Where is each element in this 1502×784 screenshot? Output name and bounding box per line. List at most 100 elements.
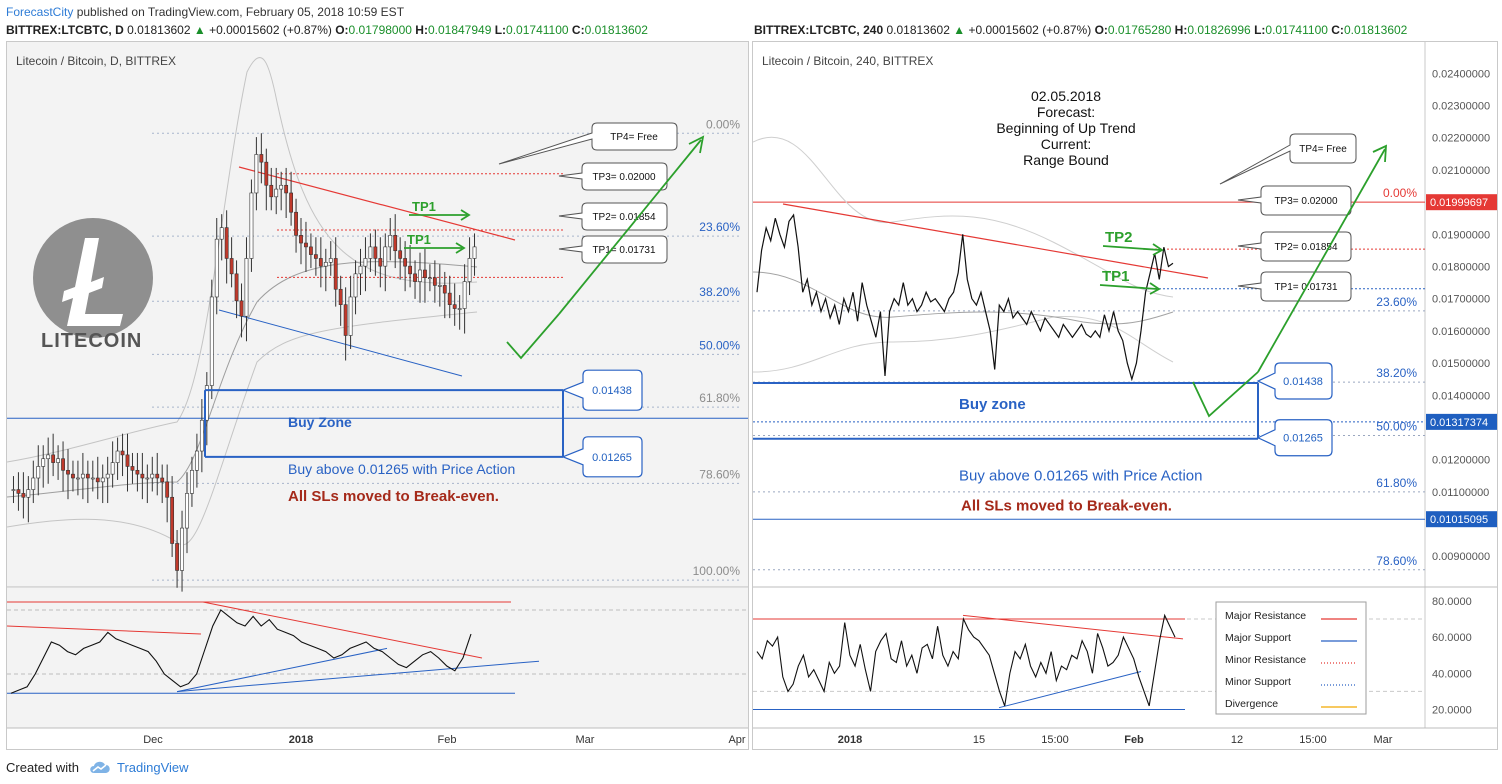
target-callout-box bbox=[558, 235, 668, 264]
candle-body bbox=[338, 288, 343, 305]
buy-above-text: Buy above 0.01265 with Price Action bbox=[288, 461, 515, 477]
candle-body bbox=[11, 489, 16, 491]
right-symbol[interactable]: BITTREX:LTCBTC, 240 bbox=[754, 23, 884, 37]
time-axis-tick: Feb bbox=[1124, 734, 1144, 746]
candle-body bbox=[105, 473, 110, 479]
tradingview-link[interactable]: TradingView bbox=[117, 760, 189, 775]
sl-break-even-text: All SLs moved to Break-even. bbox=[961, 498, 1172, 515]
candle-body bbox=[31, 477, 36, 490]
buy-above-text: Buy above 0.01265 with Price Action bbox=[959, 468, 1203, 485]
candle-body bbox=[135, 469, 140, 475]
candle-body bbox=[244, 258, 249, 317]
buy-zone-label: Buy zone bbox=[959, 396, 1026, 413]
candle-body bbox=[328, 258, 333, 263]
left-open: 0.01798000 bbox=[348, 23, 412, 37]
left-quote-line: BITTREX:LTCBTC, D 0.01813602 ▲ +0.000156… bbox=[6, 23, 648, 37]
right-open: 0.01765280 bbox=[1107, 23, 1172, 37]
price-axis-tick: 0.01800000 bbox=[1432, 261, 1490, 273]
candle-body bbox=[408, 265, 412, 275]
candle-body bbox=[472, 246, 477, 259]
buy-zone-top-callout-box bbox=[561, 369, 643, 411]
daily-chart-panel[interactable]: Litecoin / Bitcoin, D, BITTREX LITECOIN … bbox=[6, 41, 749, 750]
legend-label: Divergence bbox=[1225, 698, 1278, 710]
price-axis-tick: 0.00900000 bbox=[1432, 551, 1490, 563]
right-close: 0.01813602 bbox=[1343, 23, 1408, 37]
osc-axis-tick: 80.0000 bbox=[1432, 596, 1472, 608]
price-line bbox=[756, 213, 1174, 382]
buy-zone-bottom-callout: 0.01265 bbox=[1283, 433, 1323, 445]
candle-body bbox=[219, 227, 224, 240]
left-change: +0.00015602 (+0.87%) bbox=[209, 23, 332, 37]
left-last: 0.01813602 bbox=[127, 23, 191, 37]
h4-chart-svg[interactable]: Litecoin / Bitcoin, 240, BITTREX 02.05.2… bbox=[752, 42, 1497, 749]
candle-body bbox=[398, 250, 403, 259]
buy-zone-top-callout: 0.01438 bbox=[1283, 376, 1323, 388]
candle-body bbox=[71, 473, 75, 479]
projection-arrow-head bbox=[1372, 144, 1387, 163]
candle-body bbox=[358, 265, 363, 275]
fib-level-label: 23.60% bbox=[1376, 295, 1417, 309]
candle-body bbox=[254, 154, 259, 194]
osc-resistance-trend bbox=[962, 614, 1184, 640]
buy-zone-top-callout: 0.01438 bbox=[592, 385, 632, 397]
sl-break-even-text: All SLs moved to Break-even. bbox=[288, 488, 499, 505]
forecast-label: Forecast: bbox=[1037, 104, 1095, 120]
left-h-label: H: bbox=[415, 23, 428, 37]
candle-body bbox=[428, 277, 432, 280]
price-axis-tick: 0.02300000 bbox=[1432, 101, 1490, 113]
right-quote-line: BITTREX:LTCBTC, 240 0.01813602 ▲ +0.0001… bbox=[754, 23, 1407, 37]
candle-body bbox=[41, 458, 46, 467]
fib-level-label: 0.00% bbox=[1383, 186, 1417, 200]
created-with-label: Created with bbox=[6, 760, 79, 775]
projection-uptrend bbox=[1257, 148, 1386, 373]
candle-body bbox=[462, 281, 467, 309]
buy-zone-bottom-callout-box bbox=[561, 436, 643, 478]
price-axis-tag bbox=[1426, 511, 1497, 528]
time-axis-tick: Feb bbox=[438, 734, 457, 746]
daily-oscillator bbox=[6, 601, 748, 694]
publish-line: ForecastCity published on TradingView.co… bbox=[6, 5, 404, 19]
candle-body bbox=[224, 227, 229, 259]
candle-body bbox=[85, 473, 90, 479]
h4-price-series bbox=[756, 213, 1174, 382]
target-callout-label: TP1= 0.01731 bbox=[592, 245, 656, 256]
candle-body bbox=[155, 473, 160, 479]
candle-body bbox=[229, 258, 234, 275]
time-axis-tick: Dec bbox=[143, 734, 163, 746]
fib-level-label: 50.00% bbox=[699, 338, 740, 352]
candle-body bbox=[442, 285, 447, 294]
author-link[interactable]: ForecastCity bbox=[6, 5, 74, 19]
candle-body bbox=[36, 466, 41, 479]
candle-body bbox=[115, 450, 120, 463]
h4-chart-panel[interactable]: Litecoin / Bitcoin, 240, BITTREX 02.05.2… bbox=[752, 41, 1498, 750]
candle-body bbox=[175, 543, 179, 571]
tp-arrow-head bbox=[1149, 282, 1161, 295]
left-symbol[interactable]: BITTREX:LTCBTC, D bbox=[6, 23, 124, 37]
h4-time-axis: 2018 15 15:00 Feb 12 15:00 Mar bbox=[838, 734, 1393, 746]
right-last: 0.01813602 bbox=[886, 23, 950, 37]
support-trendline bbox=[218, 309, 463, 377]
candle-body bbox=[284, 184, 289, 194]
candle-body bbox=[437, 285, 442, 287]
candle-body bbox=[110, 462, 115, 475]
tp-arrow-line bbox=[1099, 284, 1158, 290]
candle-body bbox=[26, 489, 31, 498]
right-low: 0.01741100 bbox=[1265, 23, 1328, 37]
projection-dip bbox=[1192, 371, 1259, 418]
price-axis-tick: 0.01700000 bbox=[1432, 294, 1490, 306]
publish-header: ForecastCity published on TradingView.co… bbox=[0, 0, 1502, 40]
daily-trendlines bbox=[6, 57, 748, 546]
osc-axis-tick: 60.0000 bbox=[1432, 632, 1472, 644]
target-callout-box bbox=[1219, 133, 1357, 185]
tp-arrow-line bbox=[1102, 245, 1161, 251]
fib-level-label: 61.80% bbox=[1376, 476, 1417, 490]
candle-body bbox=[418, 269, 422, 282]
candle-body bbox=[120, 450, 125, 456]
candle-body bbox=[304, 242, 308, 248]
price-axis-tick: 0.02400000 bbox=[1432, 68, 1490, 80]
fib-level-label: 61.80% bbox=[699, 391, 740, 405]
daily-chart-svg[interactable]: Litecoin / Bitcoin, D, BITTREX LITECOIN … bbox=[6, 42, 748, 749]
target-callout-box bbox=[1237, 185, 1352, 216]
fib-level-label: 50.00% bbox=[1376, 420, 1417, 434]
right-high: 0.01826996 bbox=[1187, 23, 1251, 37]
